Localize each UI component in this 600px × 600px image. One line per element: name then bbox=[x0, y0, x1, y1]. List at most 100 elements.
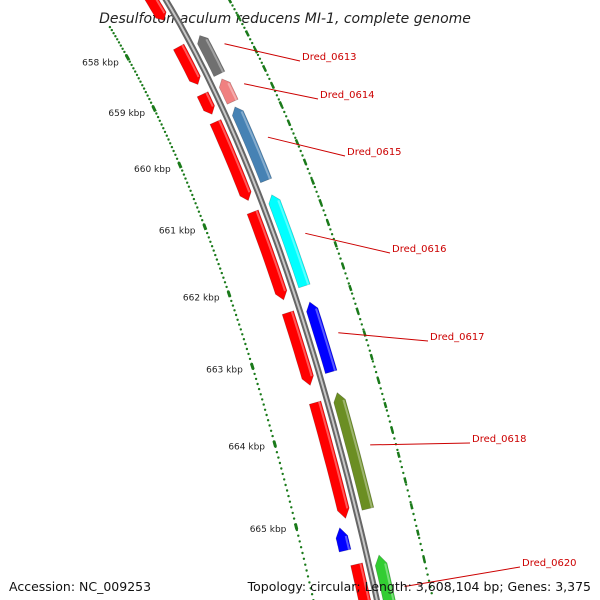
tick-dot bbox=[268, 424, 271, 427]
tick-dot bbox=[230, 299, 233, 303]
tick-dot bbox=[278, 461, 282, 465]
gene-arrow-forward bbox=[196, 91, 215, 115]
tick-dot bbox=[155, 112, 158, 115]
tick-dot bbox=[257, 387, 261, 391]
tick-dot bbox=[299, 149, 302, 153]
tick-dot bbox=[317, 195, 320, 198]
tick-dot bbox=[412, 512, 415, 516]
tick-dot bbox=[128, 60, 131, 63]
tick-dot bbox=[301, 154, 304, 157]
tick-dot bbox=[324, 213, 327, 217]
tick-dot bbox=[294, 136, 297, 139]
minor-tick bbox=[390, 426, 395, 433]
tick-dot bbox=[419, 542, 422, 546]
tick-dot bbox=[297, 145, 301, 148]
minor-tick bbox=[403, 477, 408, 484]
kbp-label: 659 kbp bbox=[108, 109, 145, 119]
gene-label: Dred_0617 bbox=[430, 332, 485, 343]
tick-dot bbox=[310, 176, 313, 180]
tick-dot bbox=[406, 489, 409, 492]
gene-arrow-dred-0613 bbox=[197, 35, 226, 78]
major-tick bbox=[151, 105, 157, 113]
gene-arrow-forward-shine bbox=[318, 401, 349, 509]
tick-dot bbox=[121, 47, 124, 50]
tick-dot bbox=[196, 206, 199, 209]
tick-dot bbox=[368, 349, 371, 352]
tick-dot bbox=[249, 38, 252, 41]
gene-arrow-small-blue-shine bbox=[344, 535, 350, 550]
gene-label-line bbox=[370, 442, 471, 446]
genome-backbone bbox=[162, 0, 380, 600]
gene-arrow-dred-0617 bbox=[306, 301, 338, 374]
kbp-label: 661 kbp bbox=[159, 227, 196, 237]
tick-dot bbox=[308, 172, 311, 175]
tick-dot bbox=[241, 22, 244, 26]
minor-tick bbox=[383, 401, 388, 409]
accession-text: Accession: NC_009253 bbox=[9, 579, 152, 594]
tick-dot bbox=[354, 302, 357, 305]
tick-dot bbox=[244, 342, 247, 346]
tick-dot bbox=[135, 73, 139, 77]
gene-arrow-forward bbox=[308, 400, 350, 519]
tick-dot bbox=[299, 546, 303, 549]
major-tick bbox=[177, 161, 183, 169]
tick-dot bbox=[162, 127, 165, 130]
tick-dot bbox=[175, 157, 179, 160]
tick-dot bbox=[262, 403, 265, 406]
tick-dot bbox=[382, 398, 385, 401]
tick-dot bbox=[263, 408, 267, 411]
kbp-label: 662 kbp bbox=[183, 293, 220, 303]
tick-dot bbox=[172, 149, 175, 153]
tick-dot bbox=[280, 467, 283, 470]
tick-dot bbox=[210, 245, 214, 248]
tick-dot bbox=[429, 585, 432, 589]
tick-dot bbox=[260, 61, 263, 64]
tick-dot bbox=[288, 500, 292, 503]
tick-dot bbox=[261, 398, 264, 401]
tick-dot bbox=[336, 247, 339, 250]
tick-dot bbox=[242, 338, 246, 341]
gene-label-line bbox=[404, 566, 521, 587]
tick-dot bbox=[292, 132, 295, 135]
minor-tick bbox=[318, 198, 323, 206]
tick-dot bbox=[144, 90, 147, 94]
tick-dot bbox=[146, 94, 149, 97]
tick-dot bbox=[367, 344, 370, 347]
tick-dot bbox=[160, 123, 163, 126]
gene-arrow-forward bbox=[350, 562, 372, 600]
major-tick bbox=[124, 54, 131, 61]
tick-dot bbox=[339, 257, 342, 260]
minor-tick bbox=[261, 64, 267, 72]
major-tick bbox=[293, 523, 299, 530]
tick-dot bbox=[281, 106, 284, 110]
tick-dot bbox=[329, 228, 332, 231]
tick-dot bbox=[396, 448, 399, 452]
minor-tick bbox=[409, 503, 414, 510]
tick-dot bbox=[191, 193, 194, 197]
gene-arrow-forward bbox=[209, 119, 252, 202]
tick-dot bbox=[269, 429, 273, 432]
tick-dot bbox=[402, 471, 405, 475]
gene-label-line bbox=[338, 332, 429, 342]
minor-tick bbox=[348, 284, 353, 292]
tick-dot bbox=[256, 53, 260, 57]
tick-dot bbox=[149, 101, 153, 104]
gene-arrow-forward-shine bbox=[155, 0, 166, 14]
gene-arrow-forward-shine bbox=[218, 119, 251, 193]
tick-dot bbox=[427, 579, 431, 582]
major-tick bbox=[249, 363, 255, 370]
tick-dot bbox=[214, 253, 217, 257]
tick-dot bbox=[233, 309, 236, 312]
tick-dot bbox=[225, 285, 228, 289]
tick-dot bbox=[116, 38, 119, 41]
tick-dot bbox=[426, 573, 429, 576]
tick-dot bbox=[187, 185, 191, 188]
tick-dot bbox=[222, 276, 225, 279]
tick-dot bbox=[271, 434, 274, 438]
tick-dot bbox=[212, 249, 215, 252]
tick-dot bbox=[297, 534, 300, 537]
kbp-label: 663 kbp bbox=[206, 365, 243, 375]
backbone-highlight bbox=[164, 0, 378, 600]
gene-arrow-forward-shine bbox=[290, 311, 313, 377]
tick-dot bbox=[186, 181, 189, 184]
